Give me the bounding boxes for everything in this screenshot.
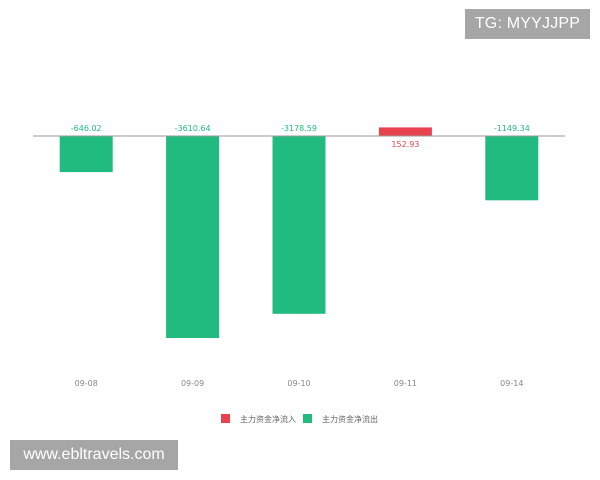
x-tick-label-09-14: 09-14 xyxy=(500,379,523,388)
value-label-09-10: -3178.59 xyxy=(281,124,317,133)
legend-swatch-2 xyxy=(303,414,312,423)
x-tick-label-09-09: 09-09 xyxy=(181,379,204,388)
x-tick-label-09-08: 09-08 xyxy=(75,379,98,388)
bars-group xyxy=(59,127,539,338)
watermark-top: TG: MYYJJPP xyxy=(465,9,590,39)
legend-label-2: 主力资金净流出 xyxy=(322,414,378,424)
value-label-09-14: -1149.34 xyxy=(494,124,530,133)
legend-swatch-1 xyxy=(221,414,230,423)
bar-09-11 xyxy=(378,127,432,136)
x-tick-labels-group: 09-08 09-09 09-10 09-11 09-14 xyxy=(75,379,524,388)
value-label-09-08: -646.02 xyxy=(71,124,102,133)
bar-09-10 xyxy=(272,136,326,314)
bar-09-14 xyxy=(485,136,539,201)
legend-label-1: 主力资金净流入 xyxy=(240,414,296,424)
value-labels-group: -646.02 -3610.64 -3178.59 152.93 -1149.34 xyxy=(71,124,530,149)
bar-09-09 xyxy=(166,136,220,338)
value-label-09-11: 152.93 xyxy=(391,140,419,149)
x-tick-label-09-11: 09-11 xyxy=(394,379,417,388)
value-label-09-09: -3610.64 xyxy=(175,124,211,133)
bar-09-08 xyxy=(59,136,113,173)
watermark-bottom: www.ebltravels.com xyxy=(10,440,178,470)
legend: 主力资金净流入 主力资金净流出 xyxy=(221,414,378,424)
x-tick-label-09-10: 09-10 xyxy=(287,379,310,388)
